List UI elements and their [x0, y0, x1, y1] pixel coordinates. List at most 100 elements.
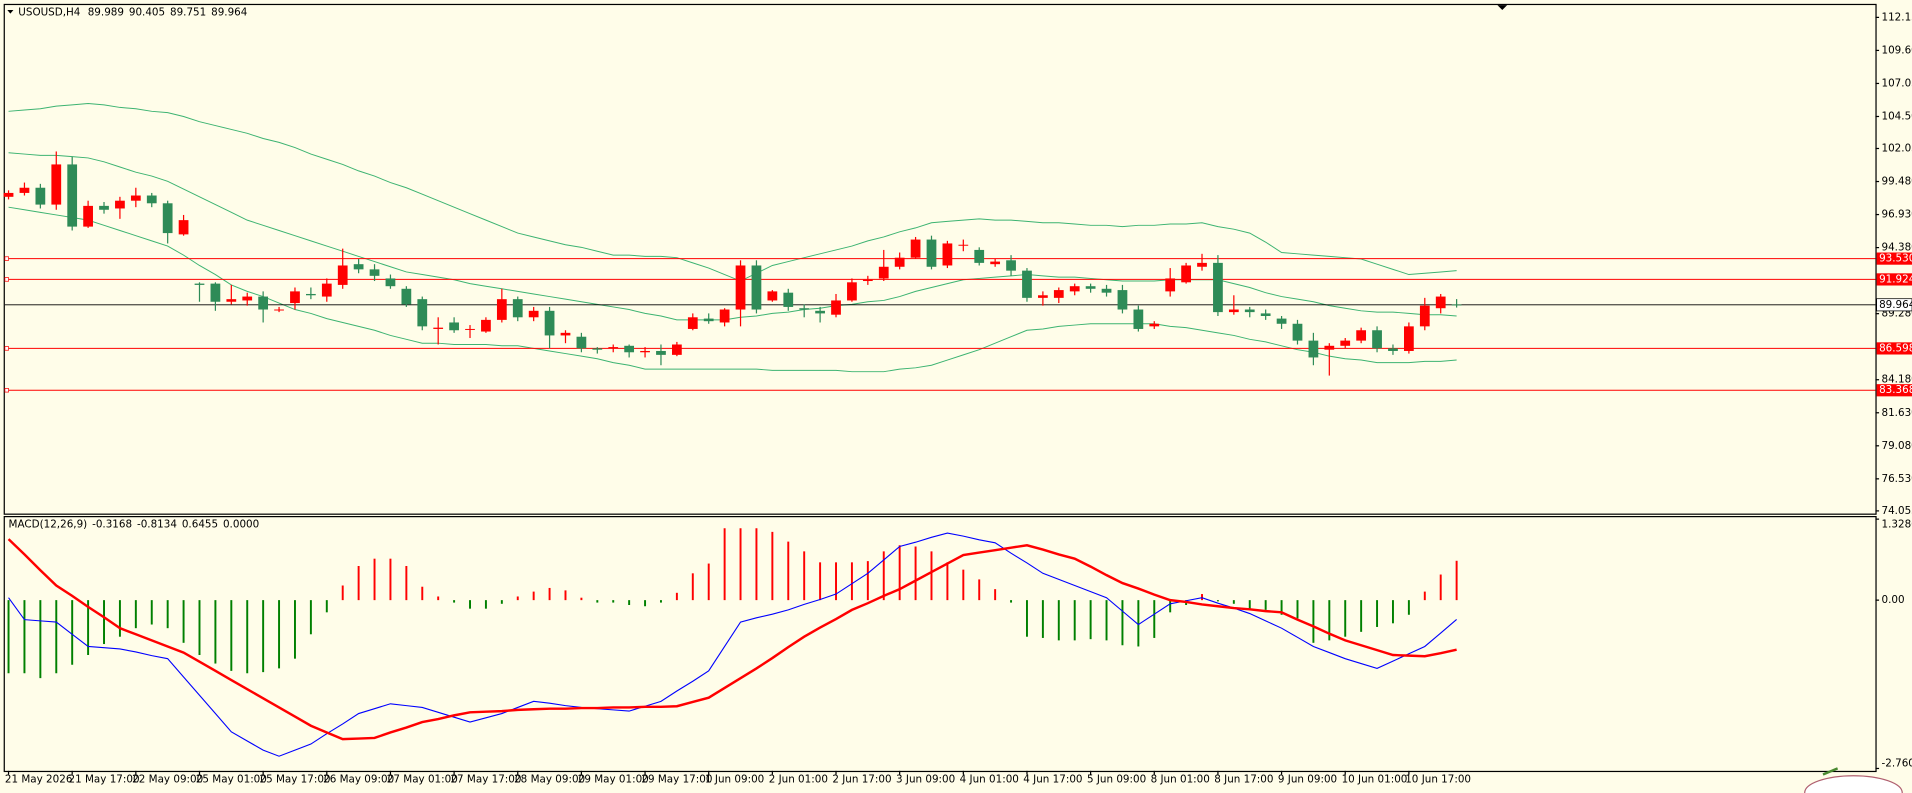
candle-body	[767, 291, 778, 301]
y-tick-label: 102.03	[1882, 142, 1912, 154]
candle-body	[369, 269, 380, 276]
candle-body	[528, 310, 539, 318]
x-tick-label: 1 Jun 09:00	[705, 773, 764, 785]
candle-body	[1451, 304, 1462, 306]
y-tick-label: 84.180	[1882, 374, 1912, 386]
level-label-box	[1876, 384, 1912, 397]
candle-body	[83, 205, 93, 227]
menu-arrow	[7, 9, 14, 14]
candle-body	[512, 299, 523, 318]
candle-body	[783, 292, 794, 307]
x-tick-label: 26 May 09:00	[323, 773, 394, 785]
candle-body	[19, 187, 30, 193]
candle-body	[544, 310, 555, 336]
candle-body	[1340, 340, 1351, 346]
candle-body	[1244, 309, 1255, 313]
candle-body	[735, 265, 746, 310]
candle-body	[449, 322, 459, 331]
candle-body	[751, 265, 762, 310]
current-price-label: 89.964	[1879, 299, 1912, 311]
candle-body	[624, 345, 635, 353]
candle-body	[847, 282, 857, 301]
candle-body	[210, 283, 221, 302]
candle-body	[703, 318, 714, 322]
candle-body	[1006, 260, 1016, 271]
candle-body	[115, 200, 125, 209]
candle-body	[194, 283, 205, 285]
candle-body	[799, 308, 810, 310]
macd-down: 0.0000	[223, 519, 259, 531]
macd-hist: 0.6455	[182, 519, 218, 531]
candle-body	[1085, 286, 1096, 289]
macd-signal: -0.8134	[137, 519, 177, 531]
level-handle	[4, 277, 9, 282]
main-panel-frame	[3, 3, 1877, 515]
candle-body	[990, 261, 1001, 265]
candle-body	[321, 283, 332, 297]
candle-body	[401, 288, 412, 305]
candle-body	[306, 293, 316, 296]
y-tick-label: 81.630	[1882, 407, 1912, 419]
y-tick-label: 104.50	[1882, 110, 1912, 122]
y-tick-label: 99.480	[1882, 176, 1912, 188]
candle-body	[1292, 323, 1303, 341]
candle-body	[560, 332, 571, 336]
candle-body	[417, 299, 428, 327]
y-tick-label: 1.3286	[1882, 519, 1912, 531]
x-tick-label: 25 May 01:00	[196, 773, 267, 785]
candle-body	[1133, 309, 1144, 329]
candle-body	[1419, 305, 1430, 327]
candle-body	[862, 279, 873, 282]
candle-body	[1260, 313, 1271, 316]
x-tick-label: 3 Jun 09:00	[896, 773, 955, 785]
candle-body	[481, 319, 491, 332]
candle-body	[1149, 323, 1160, 327]
mascot-leaf	[1822, 767, 1839, 776]
candle-body	[1324, 345, 1335, 350]
y-tick-label: 79.080	[1882, 440, 1912, 452]
x-tick-label: 9 Jun 09:00	[1278, 773, 1337, 785]
level-handle	[4, 346, 9, 351]
candle-body	[290, 291, 300, 304]
candle-body	[51, 164, 62, 205]
y-tick-label: 0.00	[1882, 594, 1905, 606]
candle-body	[1165, 278, 1176, 292]
level-label-box	[1876, 252, 1912, 265]
candle-body	[353, 264, 364, 270]
y-tick-label: 74.055	[1882, 505, 1912, 517]
candle-body	[274, 309, 284, 311]
candle-body	[35, 187, 46, 205]
candle-body	[958, 244, 969, 246]
candle-body	[719, 309, 730, 323]
candle-body	[815, 310, 825, 314]
level-handle	[4, 256, 9, 261]
symbol: USOUSD,H4	[18, 6, 81, 18]
candle-body	[1197, 262, 1207, 267]
x-tick-label: 29 May 01:00	[578, 773, 649, 785]
x-tick-label: 27 May 01:00	[387, 773, 458, 785]
candle-body	[433, 327, 444, 329]
candle-body	[130, 195, 141, 201]
candle-body	[1022, 270, 1032, 298]
candle-body	[1388, 348, 1398, 351]
candle-body	[178, 220, 189, 235]
candle-body	[1038, 295, 1048, 298]
x-tick-label: 29 May 17:00	[641, 773, 712, 785]
x-tick-label: 10 Jun 01:00	[1342, 773, 1408, 785]
macd-main: -0.3168	[92, 519, 132, 531]
candle-body	[974, 249, 985, 263]
band-upper	[8, 103, 1457, 282]
x-tick-label: 8 Jun 01:00	[1151, 773, 1210, 785]
x-tick-label: 21 May 17:00	[69, 773, 140, 785]
candle-body	[3, 192, 14, 197]
candle-body	[831, 300, 841, 315]
macd-line	[8, 532, 1457, 757]
candle-body	[1356, 330, 1367, 341]
candle-body	[99, 205, 109, 210]
shift-marker	[1497, 5, 1508, 10]
candle-body	[1117, 290, 1128, 310]
x-tick-label: 21 May 2026	[5, 773, 73, 785]
macd-header: MACD(12,26,9) -0.3168 -0.8134 0.6455 0.0000	[9, 519, 260, 531]
